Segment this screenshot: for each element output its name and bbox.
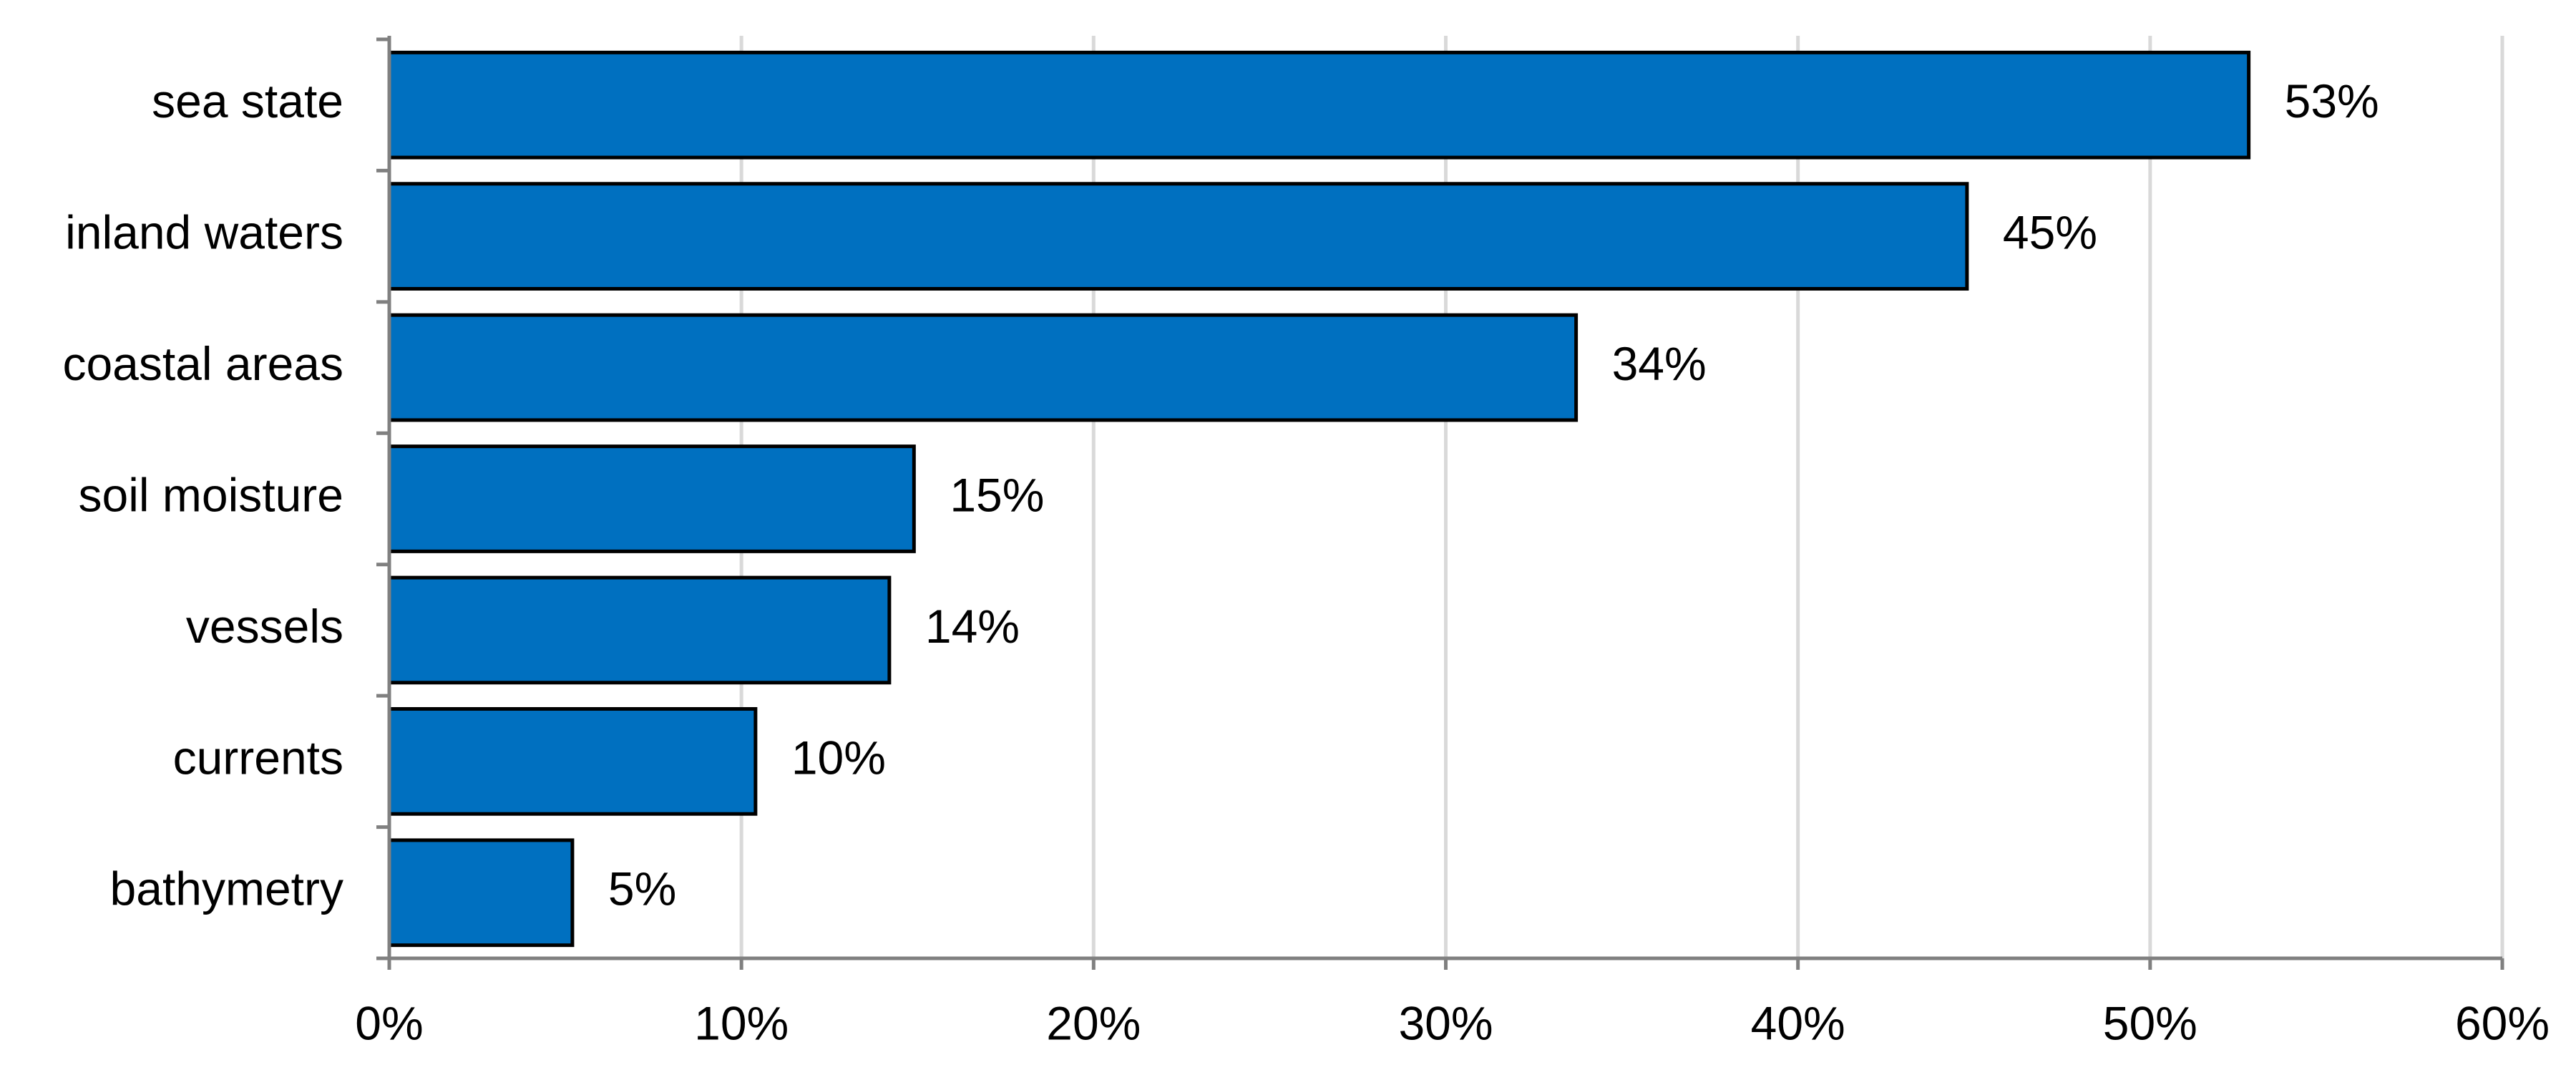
x-tick-label: 40% [1751,996,1845,1049]
bars [387,50,2251,948]
value-label: 45% [2003,206,2097,259]
y-tick-label: currents [173,731,343,784]
bar [387,706,758,816]
bar [387,838,575,948]
value-label: 14% [925,600,1020,653]
y-tick-label: coastal areas [62,337,343,390]
x-tick-label: 60% [2455,996,2550,1049]
x-tick-label: 30% [1398,996,1493,1049]
value-label: 53% [2285,74,2379,127]
bar [387,182,1969,291]
y-tick-label: soil moisture [79,468,343,521]
x-tick-label: 0% [355,996,423,1049]
y-tick-label: sea state [152,74,343,127]
x-tick-label: 10% [694,996,789,1049]
value-label: 15% [950,468,1044,521]
bar [387,444,916,553]
value-label: 34% [1612,337,1707,390]
axes: 0% 10% 20% 30% 40% 50% 60% sea state 53% inland w… [62,36,2550,1049]
y-tick-label: vessels [186,600,343,653]
x-tick-label: 20% [1046,996,1141,1049]
bar [387,50,2251,160]
y-tick-label: inland waters [65,206,343,259]
bar [387,313,1579,422]
bar [387,575,892,685]
value-label: 10% [791,731,886,784]
value-label: 5% [608,862,676,915]
x-tick-label: 50% [2103,996,2197,1049]
y-tick-label: bathymetry [110,862,343,915]
